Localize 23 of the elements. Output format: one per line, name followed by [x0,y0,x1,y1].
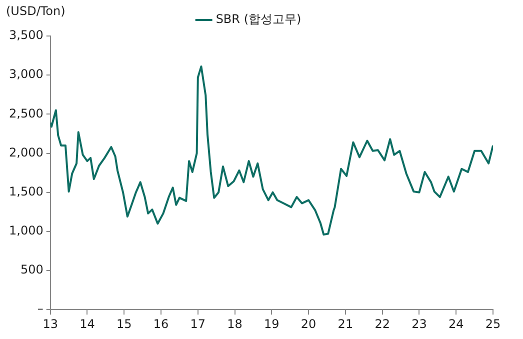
y-tick-label: 2,000 [8,145,44,160]
x-tick-label: 14 [80,316,95,331]
y-tick-label: – [37,302,44,316]
y-tick-label: 3,000 [8,67,44,82]
x-tick-label: 24 [448,316,464,331]
x-tick-label: 16 [153,316,169,331]
y-tick-label: 3,500 [8,28,44,42]
x-tick-label: 20 [300,316,316,331]
x-tick-label: 22 [374,316,390,331]
x-tick-label: 18 [227,316,242,331]
y-tick-label: 500 [20,262,44,277]
x-tick-label: 19 [264,316,280,331]
x-tick-label: 23 [412,316,427,331]
y-tick-label: 1,500 [8,184,44,198]
y-tick-label: 1,000 [8,224,44,238]
x-tick-label: 25 [485,316,501,331]
x-tick-label: 21 [338,316,354,331]
x-tick-label: 13 [42,316,58,331]
x-tick-label: 17 [190,316,206,331]
legend-label: SBR (합성고무) [216,12,302,26]
x-tick-label: 15 [116,316,132,331]
y-tick-label: 2,500 [8,106,44,120]
y-axis-title: (USD/Ton) [6,4,66,18]
